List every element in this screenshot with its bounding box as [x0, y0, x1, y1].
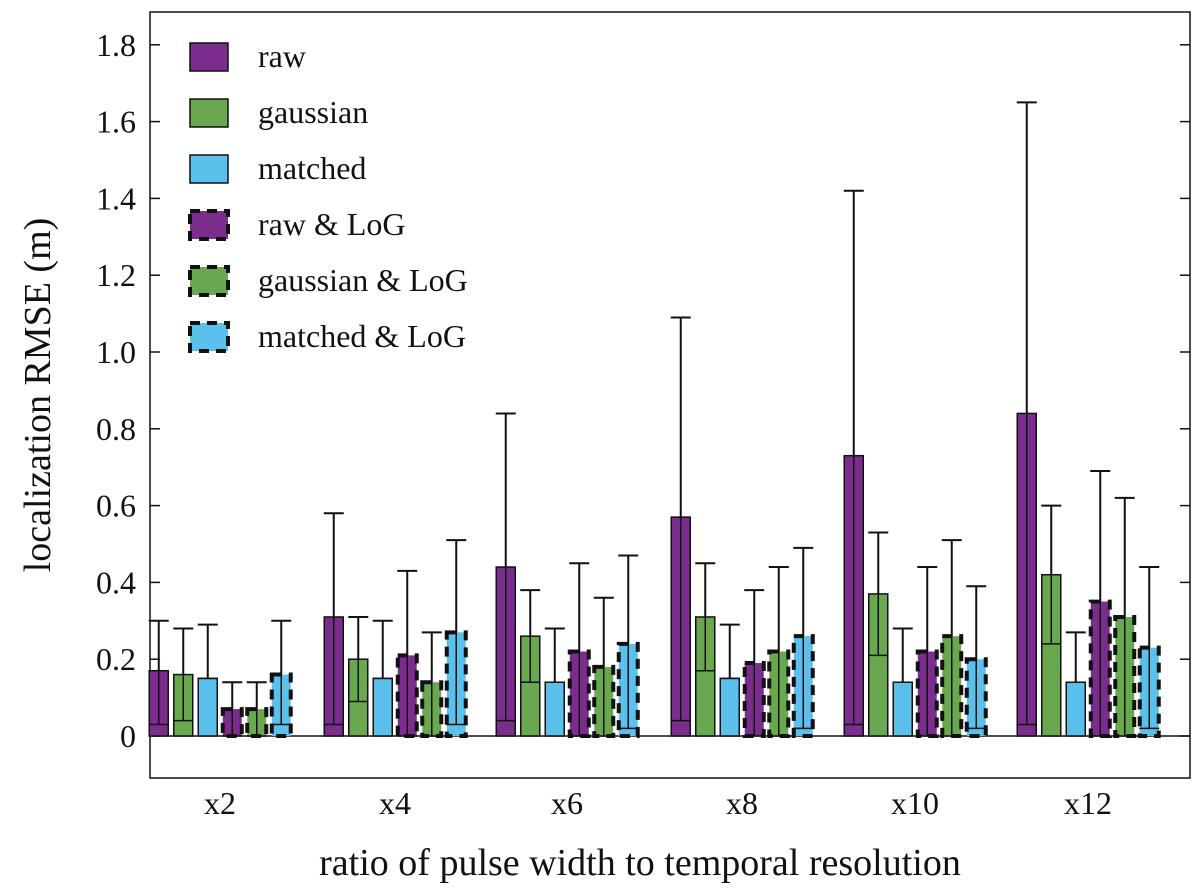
- legend-label: gaussian: [258, 94, 368, 130]
- bar-raw-x8: [670, 316, 691, 737]
- y-tick-label: 1.4: [96, 180, 136, 216]
- legend-label: raw: [258, 38, 306, 74]
- bar-matched-x8: [719, 623, 740, 737]
- bar-raw-log-x12: [1088, 470, 1112, 738]
- y-tick-label: 1.6: [96, 104, 136, 140]
- y-tick-label: 0.8: [96, 411, 136, 447]
- legend-swatch: [189, 154, 229, 184]
- bar-gaussian-log-x8: [767, 566, 791, 739]
- legend-swatch: [189, 42, 229, 72]
- legend-label: matched & LoG: [258, 318, 466, 354]
- bar-raw-x6: [495, 412, 516, 737]
- y-tick-label: 1.0: [96, 334, 136, 370]
- bar-rect: [544, 681, 565, 737]
- legend-item: matched: [189, 150, 366, 186]
- y-tick-label: 1.8: [96, 27, 136, 63]
- bar-matched-x10: [892, 627, 913, 737]
- bar-raw-x4: [323, 512, 344, 737]
- x-tick-label: x8: [726, 785, 758, 821]
- bar-rect: [892, 681, 913, 737]
- bar-raw-log-x2: [220, 681, 244, 738]
- bar-matched-x6: [544, 627, 565, 737]
- bar-matched-log-x6: [616, 554, 640, 739]
- legend-item: gaussian: [189, 94, 368, 130]
- bar-raw-log-x8: [742, 589, 766, 738]
- y-tick-label: 0: [120, 718, 136, 754]
- bar-gaussian-log-x6: [592, 596, 616, 739]
- bar-raw-x12: [1016, 101, 1037, 737]
- y-tick-label: 0.6: [96, 488, 136, 524]
- bar-rect: [372, 677, 393, 737]
- x-tick-label: x4: [379, 785, 411, 821]
- bar-raw-log-x10: [915, 566, 939, 739]
- legend-item: raw & LoG: [188, 206, 406, 242]
- bar-raw-x10: [843, 189, 864, 737]
- legend: raw gaussian matched raw & LoG gaussian & Lo…: [188, 38, 468, 354]
- x-tick-label: x2: [204, 785, 236, 821]
- bar-gaussian-x2: [173, 627, 194, 737]
- legend-swatch: [188, 265, 230, 297]
- bar-rect: [1065, 681, 1086, 737]
- bar-rect: [197, 677, 218, 737]
- bar-matched-log-x8: [791, 546, 815, 738]
- bar-matched-x4: [372, 619, 393, 737]
- y-tick-label: 0.2: [96, 641, 136, 677]
- legend-swatch: [188, 321, 230, 353]
- legend-item: gaussian & LoG: [188, 262, 468, 298]
- x-tick-label: x6: [551, 785, 583, 821]
- bar-series-group: [148, 101, 1161, 739]
- legend-swatch: [188, 209, 230, 241]
- bar-matched-x2: [197, 623, 218, 737]
- bar-matched-log-x10: [964, 585, 988, 739]
- y-axis-title: localization RMSE (m): [17, 218, 59, 573]
- bar-gaussian-log-x12: [1113, 496, 1137, 739]
- legend-item: matched & LoG: [188, 318, 466, 354]
- bar-rect: [719, 677, 740, 737]
- legend-item: raw: [189, 38, 306, 74]
- y-tick-label: 1.2: [96, 257, 136, 293]
- bar-gaussian-log-x4: [420, 631, 444, 738]
- bar-raw-log-x4: [395, 569, 419, 738]
- x-axis-title: ratio of pulse width to temporal resolut…: [319, 842, 961, 884]
- x-tick-label: x12: [1064, 785, 1112, 821]
- y-tick-label: 0.4: [96, 564, 136, 600]
- bar-gaussian-log-x2: [245, 681, 269, 738]
- legend-label: gaussian & LoG: [258, 262, 468, 298]
- bar-gaussian-x8: [695, 562, 716, 737]
- bar-raw-x2: [148, 619, 169, 737]
- legend-label: raw & LoG: [258, 206, 406, 242]
- bar-gaussian-x10: [868, 531, 889, 737]
- bar-raw-log-x6: [567, 562, 591, 739]
- x-axis: x2 x4 x6 x8 x10 x12: [204, 785, 1112, 821]
- bar-gaussian-x6: [520, 589, 541, 737]
- bar-matched-log-x4: [444, 539, 468, 739]
- bar-gaussian-x12: [1041, 504, 1062, 737]
- y-axis: 0 0.2 0.4 0.6 0.8 1.0 1.2 1.4 1.6 1.8: [96, 27, 1190, 754]
- bar-gaussian-log-x10: [940, 539, 964, 738]
- bar-gaussian-x4: [348, 615, 369, 737]
- x-tick-label: x10: [891, 785, 939, 821]
- bar-matched-log-x2: [269, 619, 293, 738]
- bar-matched-x12: [1065, 631, 1086, 737]
- bar-matched-log-x12: [1137, 566, 1161, 738]
- legend-label: matched: [258, 150, 366, 186]
- legend-swatch: [189, 98, 229, 128]
